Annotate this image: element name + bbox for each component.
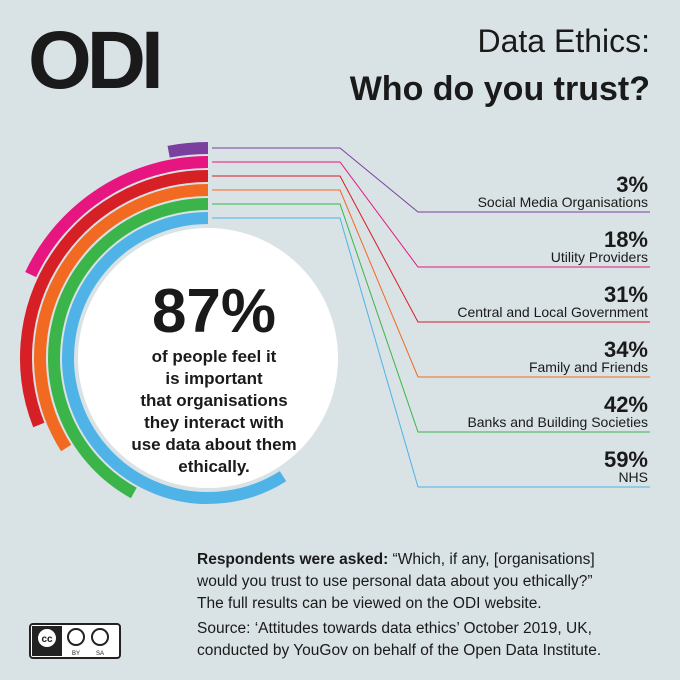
badge-cc-circle — [36, 627, 58, 649]
badge-sa-icon — [91, 628, 109, 646]
chart-title: Data Ethics: — [477, 23, 650, 59]
category-label: NHS — [618, 469, 648, 485]
value-label: 3% — [616, 172, 648, 197]
ring-bar — [25, 156, 209, 278]
value-label: 42% — [604, 392, 648, 417]
footnote-text: “Which, if any, [organisations] — [393, 551, 595, 568]
category-label: Family and Friends — [529, 359, 648, 375]
category-label: Banks and Building Societies — [467, 414, 648, 430]
ring-bar — [34, 184, 209, 452]
leader-line — [212, 203, 650, 433]
leader-line — [212, 217, 650, 488]
center-disc — [78, 228, 338, 488]
footnote: Respondents were asked: “Which, if any, … — [196, 551, 601, 659]
ring-bar — [20, 170, 209, 428]
headline: 87% of people feel it is important that or… — [131, 277, 296, 476]
headline-line: of people feel it — [152, 347, 277, 366]
ring-bar — [62, 212, 287, 504]
value-label: 18% — [604, 227, 648, 252]
value-label: 34% — [604, 337, 648, 362]
category-label: Utility Providers — [551, 249, 648, 265]
category-label: Social Media Organisations — [478, 194, 648, 210]
headline-line: ethically. — [178, 457, 250, 476]
footnote-line: The full results can be viewed on the OD… — [197, 595, 542, 612]
footnote-line: would you trust to use personal data abo… — [196, 573, 593, 590]
footnote-lead: Respondents were asked: — [197, 551, 388, 568]
leader-line — [212, 161, 650, 268]
headline-line: they interact with — [144, 413, 284, 432]
ring-bar — [167, 142, 209, 158]
value-label: 31% — [604, 282, 648, 307]
headline-line: is important — [165, 369, 263, 388]
badge-cc: cc — [41, 634, 53, 645]
value-label: 59% — [604, 447, 648, 472]
badge-sa: SA — [96, 651, 104, 657]
leader-line — [212, 147, 650, 213]
source-line: conducted by YouGov on behalf of the Ope… — [197, 642, 601, 659]
source-line: Source: ‘Attitudes towards data ethics’ … — [197, 620, 592, 637]
badge-by-icon — [67, 628, 85, 646]
headline-line: use data about them — [131, 435, 296, 454]
leader-line — [212, 175, 650, 323]
radial-chart: 3%Social Media Organisations 18%Utility P… — [20, 142, 650, 504]
leader-line — [212, 189, 650, 378]
license-badge: cc BY SA — [29, 623, 121, 659]
logo: ODI — [28, 15, 159, 106]
headline-line: that organisations — [140, 391, 287, 410]
chart-subtitle: Who do you trust? — [350, 70, 650, 108]
headline-value: 87% — [152, 277, 276, 346]
category-label: Central and Local Government — [457, 304, 648, 320]
badge-by: BY — [72, 651, 80, 657]
footnote-line: Respondents were asked: “Which, if any, … — [197, 551, 595, 568]
ring-bar — [48, 198, 209, 499]
